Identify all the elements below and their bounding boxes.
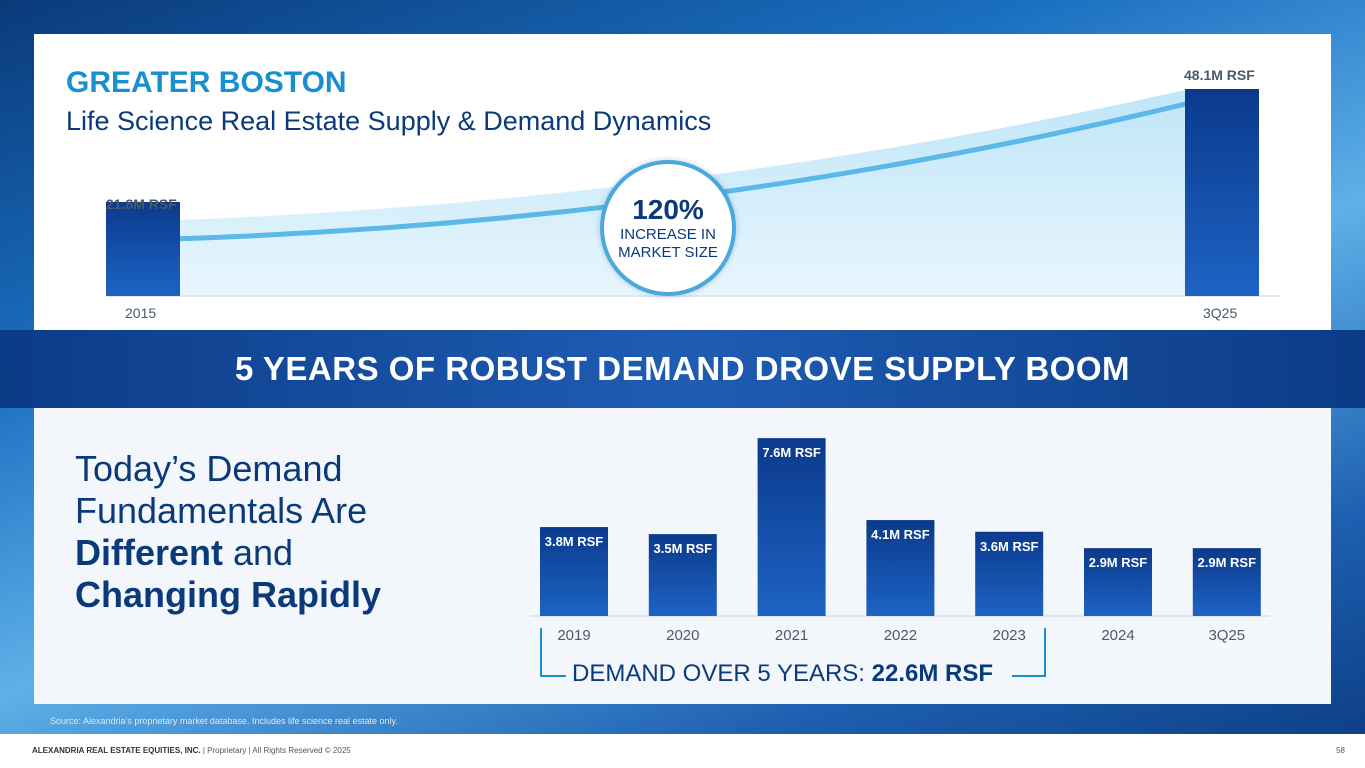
region-title: GREATER BOSTON xyxy=(66,66,347,99)
increase-caption-line2: MARKET SIZE xyxy=(618,244,718,261)
value-label-3q25: 48.1M RSF xyxy=(1184,67,1255,83)
headline-line4: Changing Rapidly xyxy=(75,574,381,615)
demand-total-label: DEMAND OVER 5 YEARS: xyxy=(572,660,872,687)
bar-2020 xyxy=(648,534,717,616)
value-label-3q25: 2.9M RSF xyxy=(1198,555,1257,570)
value-label-2022: 4.1M RSF xyxy=(871,527,930,542)
category-label-3q25: 3Q25 xyxy=(1208,627,1245,644)
footer-rights: | Proprietary | All Rights Reserved © 20… xyxy=(200,746,351,755)
bar-2023 xyxy=(975,531,1044,616)
source-note: Source: Alexandria’s proprietary market … xyxy=(50,716,398,726)
footer: ALEXANDRIA REAL ESTATE EQUITIES, INC. | … xyxy=(0,734,1365,768)
bar-3q25 xyxy=(1192,548,1261,616)
footer-text: ALEXANDRIA REAL ESTATE EQUITIES, INC. | … xyxy=(32,746,351,755)
bar-3q25 xyxy=(1185,89,1259,296)
bar-2019 xyxy=(540,527,608,616)
bar-2015 xyxy=(106,202,180,296)
headline-emphasis: Different xyxy=(75,532,224,573)
demand-total: DEMAND OVER 5 YEARS: 22.6M RSF xyxy=(572,660,993,688)
category-label-2020: 2020 xyxy=(666,627,699,644)
value-label-2019: 3.8M RSF xyxy=(545,534,604,549)
value-label-2023: 3.6M RSF xyxy=(980,539,1039,554)
demand-total-value: 22.6M RSF xyxy=(871,660,994,687)
category-label-2024: 2024 xyxy=(1101,627,1134,644)
demand-bar-chart: 3.8M RSF 2019 3.5M RSF 2020 7.6M RSF 2021 4.1M… xyxy=(530,438,1270,677)
category-label-2019: 2019 xyxy=(557,627,590,644)
headline-banner: 5 YEARS OF ROBUST DEMAND DROVE SUPPLY BO… xyxy=(0,330,1365,408)
axis-label-2015: 2015 xyxy=(125,305,157,321)
bracket-left xyxy=(540,628,566,677)
headline-line3: Different and xyxy=(75,532,293,574)
increase-caption-line1: INCREASE IN xyxy=(620,226,716,243)
increase-badge: 120% INCREASE IN MARKET SIZE xyxy=(600,160,736,296)
headline-line1: Today’s Demand xyxy=(75,448,343,489)
value-label-2021: 7.6M RSF xyxy=(762,445,821,460)
bar-2021 xyxy=(757,438,826,616)
footer-company: ALEXANDRIA REAL ESTATE EQUITIES, INC. xyxy=(32,746,201,755)
bar-2022 xyxy=(866,520,935,616)
bar-2024 xyxy=(1084,548,1152,616)
category-label-2023: 2023 xyxy=(993,627,1026,644)
page-number: 58 xyxy=(1336,746,1345,755)
headline-line3-rest: and xyxy=(223,532,294,573)
headline-line2: Fundamentals Are xyxy=(75,490,368,531)
increase-percent: 120% xyxy=(632,194,704,225)
bracket-right xyxy=(1012,628,1046,677)
banner-text: 5 YEARS OF ROBUST DEMAND DROVE SUPPLY BO… xyxy=(234,350,1131,387)
value-label-2024: 2.9M RSF xyxy=(1089,555,1148,570)
category-label-2022: 2022 xyxy=(884,627,917,644)
value-label-2020: 3.5M RSF xyxy=(654,541,713,556)
value-label-2015: 21.8M RSF xyxy=(106,196,177,212)
page-subtitle: Life Science Real Estate Supply & Demand… xyxy=(66,106,712,136)
category-label-2021: 2021 xyxy=(775,627,808,644)
axis-label-3q25: 3Q25 xyxy=(1203,305,1238,321)
